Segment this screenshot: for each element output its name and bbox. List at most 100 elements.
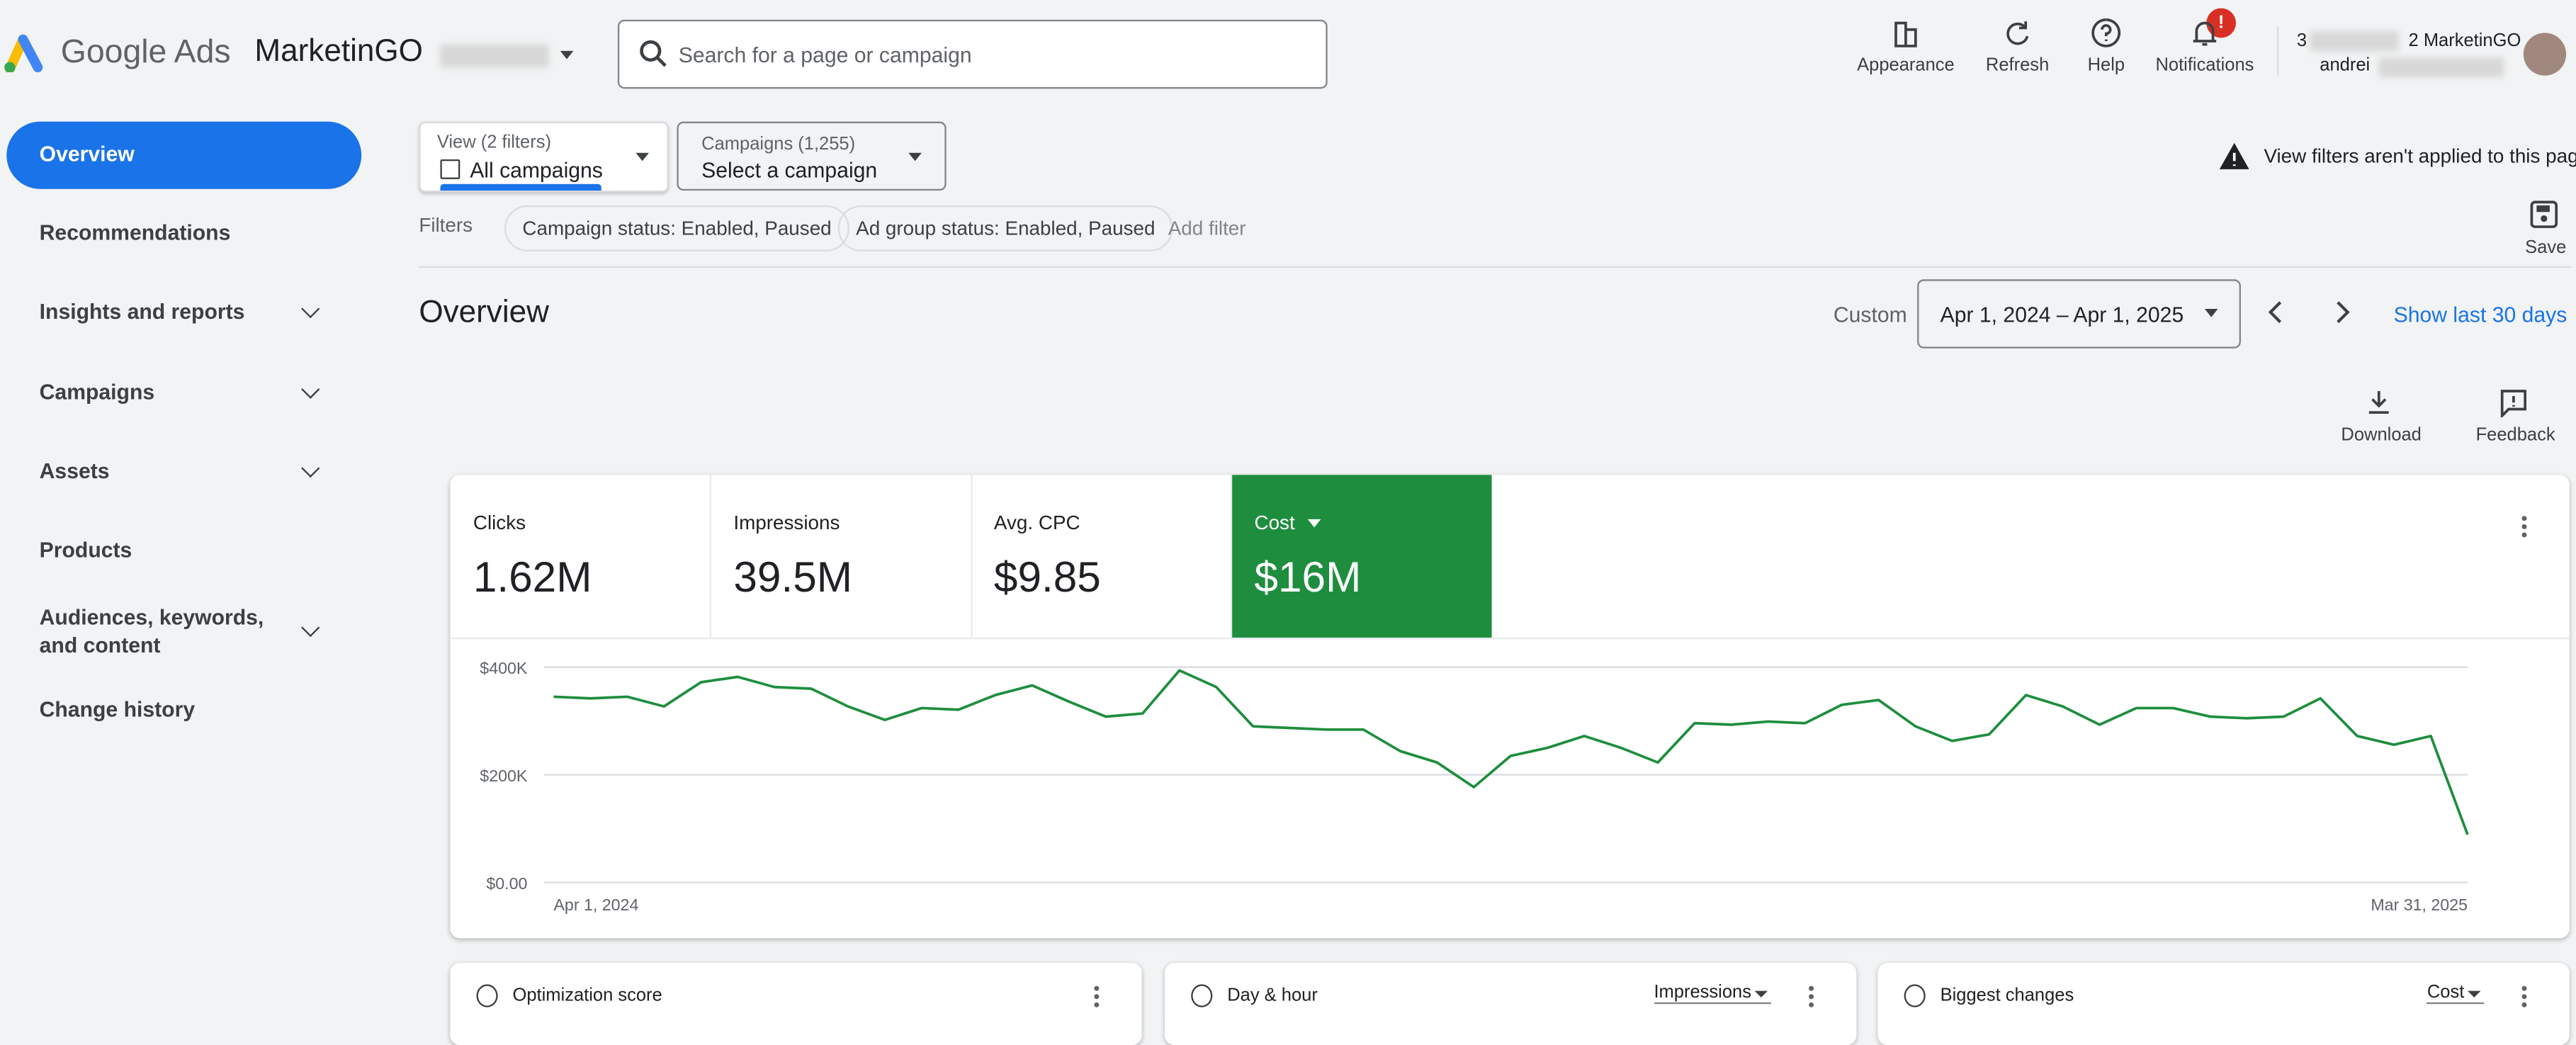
nav-item[interactable]: Assets [39, 458, 110, 483]
account-name: MarketinGO [2423, 31, 2521, 51]
nav-item[interactable]: Recommendations [39, 220, 231, 245]
more-menu[interactable] [2521, 524, 2527, 529]
nav-item[interactable]: Products [39, 537, 132, 563]
filter-chip[interactable]: Ad group status: Enabled, Paused [837, 205, 1174, 252]
view-value: All campaigns [470, 157, 603, 183]
prev-arrow[interactable] [2264, 299, 2286, 325]
download-label: Download [2341, 425, 2422, 446]
icon-path [2193, 21, 2217, 46]
blurred-id [440, 44, 549, 68]
view-selector[interactable]: View (2 filters) All campaigns [419, 121, 669, 193]
feedback-label: Feedback [2475, 425, 2555, 446]
more-menu[interactable] [2521, 994, 2527, 1000]
avatar[interactable] [2523, 33, 2567, 76]
action-label[interactable]: Notifications [2155, 55, 2254, 76]
chart: $0.00 $200K $400K Apr 1, 2024 Mar 31, 2025 [480, 659, 2469, 914]
feedback-icon[interactable] [2499, 388, 2529, 418]
account-label: 2 MarketinGO [2408, 31, 2521, 51]
divider [2276, 26, 2279, 76]
line-series [553, 669, 2469, 835]
divider [419, 266, 2572, 269]
campaigns-value: Select a campaign [701, 157, 878, 183]
search-box[interactable]: Search for a page or campaign [617, 19, 1328, 89]
x-tick-label: Apr 1, 2024 [553, 896, 638, 914]
metric-value: 39.5M [733, 552, 852, 601]
action-icon[interactable] [2091, 18, 2121, 48]
date-picker[interactable]: Apr 1, 2024 – Apr 1, 2025 [1917, 279, 2241, 349]
page: Google Ads MarketinGO Search for a page … [4, 8, 2576, 1045]
x-tick-label: Mar 31, 2025 [2371, 896, 2468, 914]
warning-icon [2219, 142, 2249, 169]
metric-tile[interactable]: Clicks 1.62M [450, 475, 712, 638]
view-underline [440, 183, 601, 191]
dropdown-arrow[interactable] [1754, 990, 1768, 1005]
icon-path [2006, 21, 2029, 45]
metric-tile[interactable]: Avg. CPC $9.85 [971, 475, 1233, 638]
action-label[interactable]: Refresh [1985, 55, 2050, 76]
action-label[interactable]: Appearance [1857, 55, 1955, 76]
dropdown-arrow [2204, 309, 2218, 324]
nav-item[interactable]: Campaigns [39, 379, 155, 405]
dropdown-arrow[interactable] [2467, 990, 2481, 1005]
card-selector[interactable]: Cost [2427, 983, 2485, 1005]
dropdown-arrow [908, 152, 922, 168]
card-title: Day & hour [1227, 985, 1318, 1006]
summary-card: Day & hour Impressions [1165, 963, 1857, 1045]
add-filter[interactable]: Add filter [1168, 217, 1246, 240]
metric-tile[interactable]: Impressions 39.5M [711, 475, 972, 638]
user-name: andrei [2320, 55, 2371, 76]
date-range: Apr 1, 2024 – Apr 1, 2025 [1940, 302, 2184, 327]
blurred-id [2310, 31, 2399, 51]
y-tick-label: $200K [480, 767, 528, 785]
nav-item[interactable]: Overview [39, 141, 135, 166]
warning-text: View filters aren't applied to this page [2264, 145, 2576, 168]
product-name: Google Ads [60, 34, 231, 71]
dropdown-arrow [635, 152, 649, 168]
account-name[interactable]: MarketinGO [254, 34, 423, 69]
summary-card: Optimization score [450, 963, 1142, 1045]
card-selector[interactable]: Impressions [1654, 983, 1771, 1005]
notification-badge: ! [2206, 8, 2237, 38]
save-label: Save [2525, 238, 2567, 259]
y-tick-label: $0.00 [486, 874, 527, 893]
metric-label: Impressions [733, 511, 840, 534]
dropdown-arrow[interactable] [560, 50, 574, 66]
action-icon[interactable] [1891, 18, 1921, 48]
metric-tile[interactable]: Cost $16M [1231, 475, 1491, 638]
more-menu[interactable] [1094, 994, 1100, 1000]
card-icon [1191, 984, 1213, 1007]
metric-value: 1.62M [473, 552, 592, 601]
campaign-selector[interactable]: Campaigns (1,255) Select a campaign [677, 121, 947, 191]
card-title: Biggest changes [1940, 985, 2074, 1006]
action-icon[interactable] [2190, 18, 2220, 48]
save-icon[interactable] [2530, 200, 2558, 228]
nav-selected[interactable] [6, 121, 362, 189]
filters-label: Filters [419, 213, 473, 237]
download-icon[interactable] [2366, 390, 2392, 416]
metric-label: Clicks [473, 511, 526, 534]
campaigns-label: Campaigns (1,255) [701, 135, 856, 155]
filter-chip[interactable]: Campaign status: Enabled, Paused [504, 205, 850, 252]
metric-dropdown[interactable] [1306, 519, 1321, 534]
nav-item[interactable]: Change history [39, 696, 196, 722]
performance-card: Clicks 1.62M Impressions 39.5M Avg. CPC $9.85… [450, 475, 2570, 939]
nav-item[interactable]: Insights and reports [39, 299, 245, 324]
icon-path [2091, 18, 2121, 47]
more-menu[interactable] [1809, 994, 1814, 1000]
card-title: Optimization score [512, 985, 662, 1006]
search-placeholder: Search for a page or campaign [678, 43, 972, 68]
custom-label: Custom [1833, 302, 1907, 327]
view-label: View (2 filters) [436, 132, 551, 153]
action-label[interactable]: Help [2087, 55, 2125, 76]
divider [450, 637, 2570, 640]
view-icon [440, 159, 461, 179]
metric-value: $9.85 [993, 552, 1101, 601]
metric-label: Cost [1254, 511, 1295, 534]
next-arrow[interactable] [2332, 299, 2354, 325]
app: Google Ads MarketinGO Search for a page … [4, 8, 2576, 1045]
action-icon[interactable] [2003, 18, 2033, 48]
nav-item[interactable]: Audiences, keywords, and content [39, 604, 264, 657]
metric-value: $16M [1254, 552, 1362, 601]
show-last-link[interactable]: Show last 30 days [2393, 302, 2567, 327]
card-icon [476, 984, 498, 1007]
